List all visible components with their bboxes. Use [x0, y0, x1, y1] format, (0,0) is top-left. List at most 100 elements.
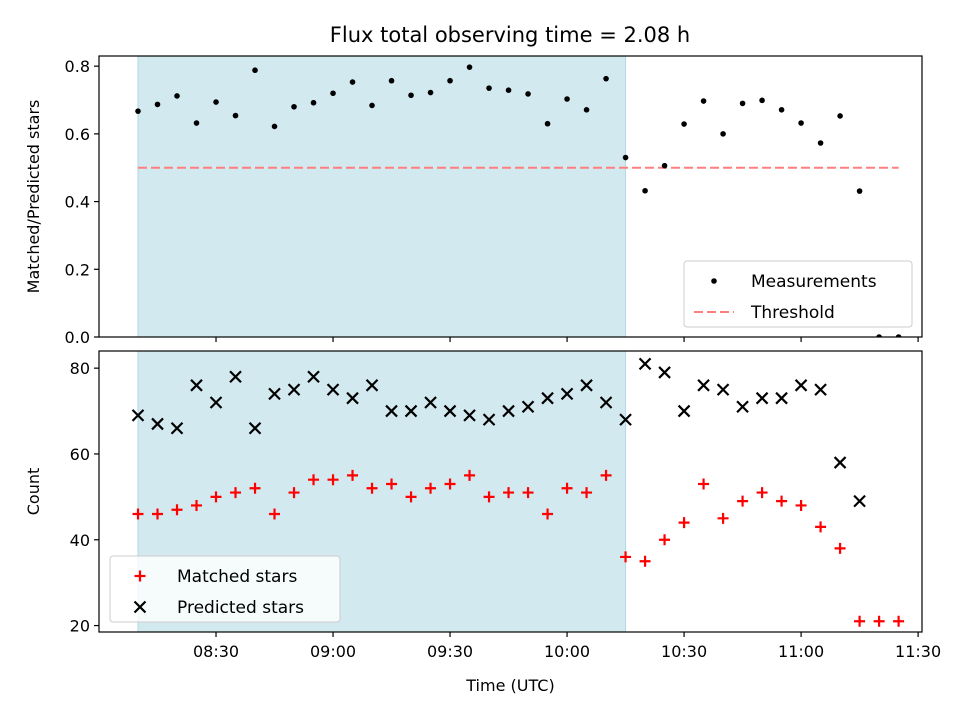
- point: [191, 499, 203, 511]
- point: [193, 120, 200, 126]
- data-points: [131, 357, 905, 627]
- y-tick-label: 80: [70, 359, 90, 378]
- point: [152, 508, 164, 520]
- point: [482, 413, 496, 426]
- point: [210, 491, 222, 503]
- point: [739, 100, 746, 107]
- point: [541, 391, 554, 405]
- point: [853, 494, 866, 508]
- x-tick-label: 10:30: [661, 642, 707, 661]
- point: [425, 482, 437, 494]
- point: [522, 487, 534, 499]
- point: [580, 379, 593, 392]
- point: [388, 77, 395, 84]
- point: [424, 396, 437, 409]
- point: [209, 396, 223, 409]
- point: [463, 409, 476, 422]
- point: [560, 387, 574, 401]
- point: [895, 334, 902, 337]
- point: [308, 474, 320, 486]
- legend-box: [683, 260, 913, 328]
- y-tick-label: 20: [70, 617, 90, 636]
- point: [698, 478, 710, 490]
- point: [622, 154, 629, 161]
- point: [717, 512, 729, 524]
- point: [229, 370, 242, 384]
- y-tick-label: 0.0: [65, 328, 90, 347]
- point: [427, 89, 434, 96]
- point: [486, 85, 492, 91]
- point: [737, 495, 749, 507]
- point: [814, 383, 827, 396]
- panel-1: 0.0 0.2 0.4 0.6 0.8 Matched/Predicted stars Me…: [24, 55, 923, 347]
- y-tick-label: 0.4: [65, 193, 90, 212]
- y-axis-label: Matched/Predicted stars: [24, 100, 43, 294]
- point: [544, 120, 551, 127]
- point: [681, 121, 687, 127]
- point: [581, 487, 593, 499]
- point: [583, 107, 590, 113]
- point: [600, 469, 612, 481]
- point: [893, 615, 905, 627]
- point: [252, 67, 258, 74]
- point: [213, 99, 219, 105]
- series-predicted-stars: [131, 357, 866, 508]
- x-tick-label: 08:30: [193, 642, 239, 661]
- point: [466, 64, 473, 70]
- point: [856, 188, 863, 194]
- point: [755, 391, 769, 405]
- point: [658, 366, 671, 379]
- legend: Measurements Threshold: [683, 260, 913, 328]
- point: [834, 542, 846, 554]
- point: [135, 108, 141, 114]
- y-tick-label: 60: [70, 445, 90, 464]
- point: [873, 615, 885, 627]
- point: [756, 487, 768, 499]
- point: [291, 103, 297, 110]
- observing-span: [137, 55, 627, 338]
- point: [837, 113, 843, 119]
- point: [642, 187, 648, 194]
- point: [502, 404, 515, 418]
- point: [170, 421, 184, 435]
- point: [639, 555, 651, 567]
- legend: Matched stars Predicted stars: [109, 555, 341, 623]
- y-tick-label: 40: [70, 531, 90, 550]
- point: [720, 131, 726, 137]
- point: [154, 101, 161, 108]
- x-tick-label: 10:00: [544, 642, 590, 661]
- point: [521, 400, 535, 414]
- legend-label: Predicted stars: [177, 598, 304, 618]
- y-tick-label: 0.8: [65, 57, 90, 76]
- point: [833, 456, 847, 469]
- point: [132, 508, 144, 520]
- point: [287, 383, 301, 396]
- point: [151, 417, 164, 431]
- point: [794, 379, 808, 392]
- series-measurements: [135, 64, 902, 337]
- point: [346, 391, 359, 405]
- legend-marker: [133, 600, 147, 614]
- point: [330, 90, 336, 97]
- point: [525, 91, 531, 97]
- point: [542, 508, 554, 520]
- point: [854, 615, 866, 627]
- point: [174, 93, 180, 99]
- point: [288, 487, 300, 499]
- point: [366, 482, 378, 494]
- x-tick-label: 11:00: [778, 642, 824, 661]
- point: [697, 379, 710, 392]
- legend-label: Matched stars: [177, 567, 297, 587]
- point: [171, 504, 183, 516]
- point: [736, 400, 749, 414]
- point: [405, 491, 417, 503]
- point: [638, 357, 652, 371]
- axes-frame: [98, 55, 923, 338]
- point: [271, 123, 278, 130]
- point: [232, 112, 239, 119]
- point: [444, 478, 456, 490]
- point: [678, 517, 690, 529]
- point: [190, 379, 203, 392]
- point: [700, 98, 707, 104]
- point: [775, 391, 788, 405]
